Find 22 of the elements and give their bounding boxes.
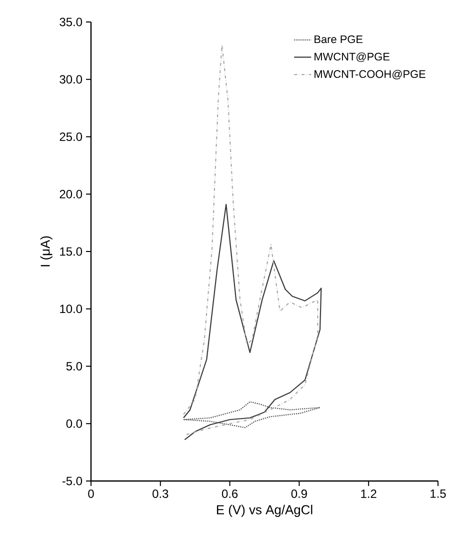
x-tick-label: 1.5 — [430, 490, 446, 498]
y-tick-label: -5.0 — [62, 476, 82, 486]
legend-label: MWCNT@PGE — [314, 52, 390, 62]
y-axis-title: I (μA) — [40, 236, 52, 266]
x-axis-title: E (V) vs Ag/AgCl — [216, 504, 312, 517]
y-tick-label: 20.0 — [60, 190, 82, 198]
x-tick-label: 0 — [88, 490, 94, 498]
line-series — [182, 401, 321, 428]
y-tick-label: 25.0 — [60, 132, 82, 141]
legend-label: MWCNT-COOH@PGE — [314, 70, 426, 80]
x-tick-label: 1.2 — [361, 490, 376, 498]
x-tick-label: 0.6 — [222, 490, 238, 498]
legend-label: Bare PGE — [314, 35, 363, 44]
y-tick-label: 0.0 — [66, 419, 82, 428]
y-tick-label: 35.0 — [60, 18, 82, 26]
y-tick-label: 5.0 — [66, 362, 82, 370]
x-tick-label: 0.9 — [291, 490, 307, 498]
y-tick-label: 30.0 — [60, 75, 82, 84]
x-tick-label: 0.3 — [152, 490, 168, 498]
y-tick-label: 10.0 — [60, 304, 82, 314]
line-series — [182, 204, 322, 440]
y-tick-label: 15.0 — [60, 247, 82, 256]
